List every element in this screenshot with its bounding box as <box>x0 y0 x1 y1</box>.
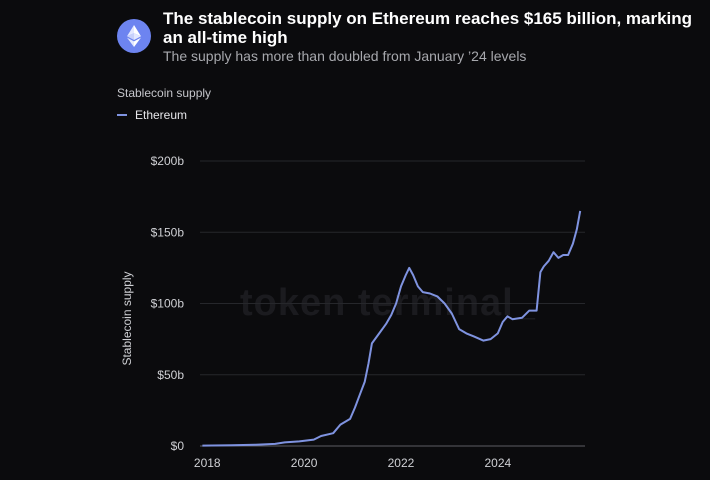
y-tick-label: $0 <box>171 439 185 453</box>
y-tick-label: $200b <box>151 154 185 168</box>
y-tick-label: $150b <box>151 225 185 239</box>
legend-label-ethereum: Ethereum <box>135 108 188 122</box>
x-tick-label: 2022 <box>388 456 415 470</box>
x-tick-label: 2018 <box>194 456 221 470</box>
page-title: The stablecoin supply on Ethereum reache… <box>163 9 693 47</box>
x-tick-label: 2020 <box>291 456 318 470</box>
chart-legend[interactable]: Ethereum <box>117 108 187 122</box>
ethereum-logo <box>117 19 151 53</box>
page-subtitle: The supply has more than doubled from Ja… <box>163 48 527 64</box>
panel-label: Stablecoin supply <box>117 86 212 100</box>
y-axis-title: Stablecoin supply <box>120 271 134 365</box>
y-tick-label: $100b <box>151 297 185 311</box>
legend-swatch-ethereum <box>117 114 127 116</box>
x-tick-label: 2024 <box>484 456 511 470</box>
ethereum-icon <box>127 25 141 47</box>
y-tick-label: $50b <box>157 368 184 382</box>
series-line-ethereum[interactable] <box>202 210 582 447</box>
